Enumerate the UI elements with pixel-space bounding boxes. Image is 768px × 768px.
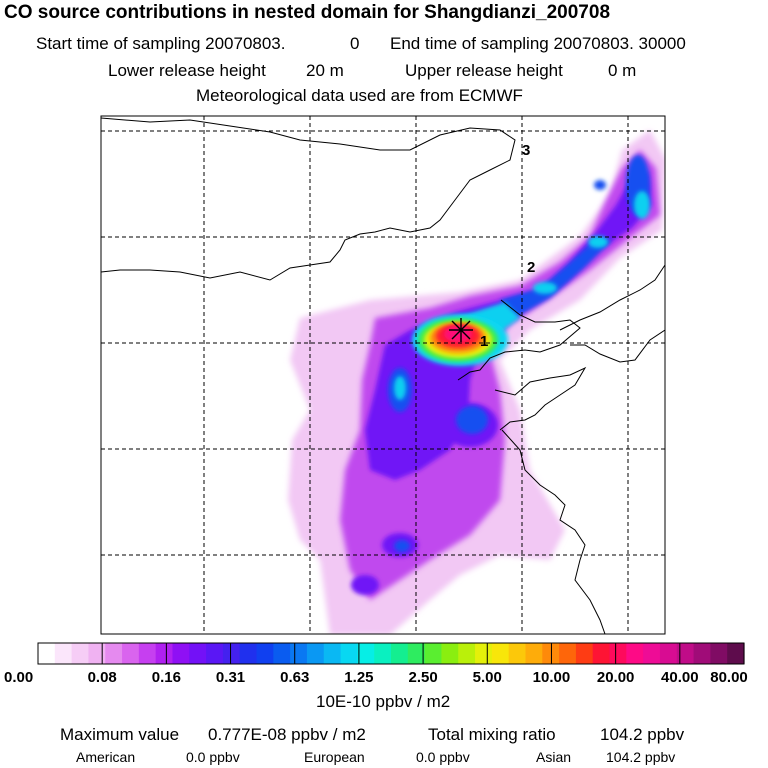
colorbar-tick-label: 80.00 — [710, 669, 748, 686]
colorbar-swatch — [525, 643, 543, 664]
colorbar-swatch — [458, 643, 476, 664]
colorbar-tick-label: 0.16 — [151, 669, 181, 686]
colorbar-tick-label: 0.31 — [215, 669, 246, 686]
colorbar-swatch — [88, 643, 106, 664]
total-mixing-value: 104.2 ppbv — [600, 725, 685, 744]
korea-coast — [559, 264, 665, 363]
colorbar-tick-label: 0.08 — [87, 669, 117, 686]
colorbar-swatch — [391, 643, 409, 664]
colorbar-swatch — [659, 643, 678, 664]
colorbar-swatch — [727, 643, 745, 664]
border-line-north — [101, 117, 516, 281]
page-title: CO source contributions in nested domain… — [4, 2, 611, 23]
max-value: 0.777E-08 ppbv / m2 — [208, 725, 366, 744]
colorbar-swatch — [222, 643, 241, 664]
lower-release-value: 20 m — [306, 61, 344, 80]
colorbar-tick-label: 5.00 — [472, 669, 502, 686]
region-american-value: 0.0 ppbv — [186, 749, 240, 765]
coastline-bohai — [457, 299, 581, 381]
colorbar — [38, 643, 745, 664]
graticule — [101, 116, 665, 634]
colorbar-tick-label: 40.00 — [661, 669, 699, 686]
colorbar-swatch — [407, 643, 426, 664]
colorbar-swatch — [710, 643, 728, 664]
plume-blue-level — [388, 155, 650, 552]
start-time-value: 0 — [350, 34, 360, 53]
region-asian-value: 104.2 ppbv — [606, 749, 676, 765]
colorbar-swatch — [105, 643, 123, 664]
colorbar-tick-label: 0.63 — [280, 669, 310, 686]
colorbar-tick-label: 1.25 — [344, 669, 374, 686]
colorbar-swatch — [38, 643, 56, 664]
colorbar-tick-label: 0.00 — [4, 669, 34, 686]
colorbar-swatch — [424, 643, 443, 664]
colorbar-swatch — [71, 643, 90, 664]
colorbar-swatch — [189, 643, 207, 664]
coastline-shandong — [494, 366, 587, 431]
trajectory-label-1: 1 — [480, 333, 488, 350]
coastline-layer — [101, 117, 665, 634]
colorbar-swatch — [239, 643, 258, 664]
colorbar-swatch — [508, 643, 527, 664]
colorbar-swatch — [609, 643, 627, 664]
colorbar-units: 10E-10 ppbv / m2 — [316, 692, 451, 711]
colorbar-swatch — [626, 643, 644, 664]
start-time-label: Start time of sampling 20070803. — [36, 34, 286, 53]
trajectory-label-3: 3 — [522, 142, 530, 159]
colorbar-swatch — [340, 643, 358, 664]
colorbar-swatch — [290, 643, 308, 664]
colorbar-tick-label: 2.50 — [408, 669, 438, 686]
core-magenta — [444, 326, 472, 342]
region-european-name: European — [304, 749, 365, 765]
colorbar-swatch — [138, 643, 157, 664]
colorbar-swatch — [374, 643, 392, 664]
met-data-line: Meteorological data used are from ECMWF — [196, 86, 523, 105]
colorbar-swatch — [475, 643, 493, 664]
total-mixing-label: Total mixing ratio — [428, 725, 556, 744]
lower-release-label: Lower release height — [108, 61, 266, 80]
colorbar-swatch — [206, 643, 224, 664]
colorbar-tick-label: 10.00 — [532, 669, 571, 686]
trajectory-label-2: 2 — [527, 259, 535, 276]
colorbar-swatch — [122, 643, 140, 664]
upper-release-label: Upper release height — [405, 61, 563, 80]
colorbar-swatch — [592, 643, 611, 664]
end-time-label: End time of sampling 20070803. 30000 — [390, 34, 686, 53]
region-american-name: American — [76, 749, 136, 765]
colorbar-swatch — [155, 643, 174, 664]
colorbar-swatch — [256, 643, 274, 664]
colorbar-swatch — [491, 643, 510, 664]
plume-field — [288, 130, 665, 634]
colorbar-swatch — [323, 643, 342, 664]
colorbar-swatch — [575, 643, 594, 664]
region-european-value: 0.0 ppbv — [416, 749, 470, 765]
colorbar-swatch — [693, 643, 711, 664]
colorbar-swatch — [676, 643, 695, 664]
colorbar-swatch — [643, 643, 661, 664]
colorbar-swatch — [357, 643, 375, 664]
colorbar-swatch — [559, 643, 577, 664]
colorbar-swatch — [172, 643, 190, 664]
coastline-east — [501, 429, 606, 634]
colorbar-swatch — [306, 643, 325, 664]
colorbar-tick-label: 20.00 — [596, 669, 635, 686]
max-value-label: Maximum value — [60, 725, 180, 744]
region-asian-name: Asian — [536, 749, 572, 765]
upper-release-value: 0 m — [608, 61, 637, 80]
colorbar-swatch — [441, 643, 459, 664]
map-frame — [100, 115, 666, 635]
colorbar-frame — [37, 642, 745, 665]
colorbar-swatch — [273, 643, 291, 664]
receptor-star-icon — [449, 318, 473, 342]
colorbar-swatch — [54, 643, 73, 664]
